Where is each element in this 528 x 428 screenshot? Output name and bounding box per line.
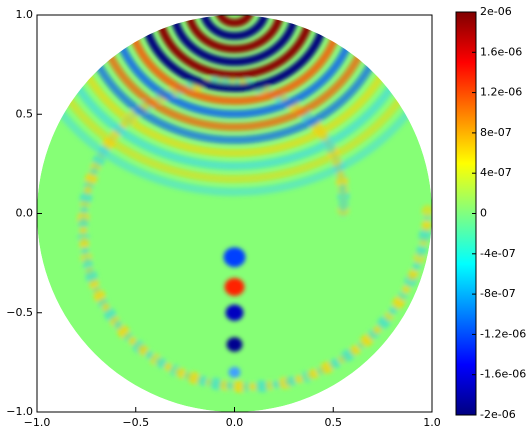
field-speckle [411, 263, 420, 272]
y-tick-label: 0.5 [16, 107, 34, 120]
field-blob [223, 247, 246, 268]
field-speckle [421, 221, 432, 232]
field-speckle [319, 362, 332, 375]
field-speckle [284, 376, 295, 387]
field-speckle [78, 216, 89, 227]
field-arc [37, 15, 432, 197]
field-arc [79, 15, 390, 145]
field-speckle [93, 153, 106, 166]
field-speckle [294, 375, 303, 384]
field-speckle [90, 166, 99, 175]
field-speckle [85, 269, 98, 282]
field-speckle [418, 230, 431, 243]
colorbar-tick-label: 1.6e-06 [480, 45, 522, 58]
field-speckle [415, 247, 426, 258]
field-speckle [421, 205, 432, 218]
field-speckle [340, 350, 353, 363]
field-speckle [247, 382, 256, 391]
field-speckle [337, 191, 350, 204]
field-speckle [359, 335, 372, 348]
field-speckle [103, 307, 116, 320]
field-speckle [306, 369, 317, 380]
colorbar-tick-label: 4e-07 [480, 166, 512, 179]
field-speckle [372, 326, 381, 335]
field-blob [225, 304, 244, 321]
field-arc [154, 15, 315, 80]
y-tick-label: −0.5 [6, 306, 33, 319]
field-speckle [80, 205, 89, 214]
x-tick-label: −1.0 [24, 416, 51, 428]
field-arc [169, 15, 300, 67]
field-arc [214, 15, 255, 28]
x-tick-label: 0.0 [226, 416, 244, 428]
field-arc [139, 15, 330, 93]
field-speckle [391, 297, 404, 310]
field-speckle [401, 286, 410, 295]
field-speckle [388, 307, 397, 316]
field-speckle [128, 336, 137, 345]
field-speckle [338, 184, 347, 193]
field-arc [64, 15, 405, 158]
colorbar-tick-label: -1.2e-06 [480, 327, 526, 340]
colorbar-tick-label: 0 [480, 207, 487, 220]
y-tick-label: 1.0 [16, 8, 34, 21]
field-structure [37, 15, 432, 393]
field-speckle [137, 344, 148, 355]
field-speckle [163, 362, 172, 371]
x-tick-label: −0.5 [122, 416, 149, 428]
colorbar-tick-label: 1.2e-06 [480, 86, 522, 99]
field-speckle [208, 377, 221, 390]
field-speckle [407, 271, 418, 282]
field-arc [199, 15, 270, 41]
colorbar-tick-label: -2e-06 [480, 408, 516, 421]
field-speckle [81, 246, 90, 255]
y-tick-label: 0.0 [16, 207, 34, 220]
field-arc [184, 15, 285, 54]
field-speckle [101, 302, 110, 311]
field-arc [109, 15, 360, 119]
field-speckle [174, 367, 185, 378]
field-blob [228, 366, 241, 378]
field-speckle [224, 381, 233, 390]
y-tick-label: −1.0 [6, 405, 33, 418]
field-speckle [376, 317, 389, 330]
field-blob [226, 337, 243, 352]
colorbar-tick-label: -8e-07 [480, 287, 516, 300]
colorbar-tick-label: 2e-06 [480, 5, 512, 18]
field-speckle [271, 380, 280, 389]
colorbar-tick-label: -4e-07 [480, 247, 516, 260]
field-blob [224, 277, 245, 296]
field-speckle [79, 237, 90, 248]
field-arc [124, 15, 345, 106]
field-speckle [84, 185, 93, 194]
field-arc [37, 15, 432, 184]
field-speckle [254, 380, 267, 393]
field-speckle [186, 371, 199, 384]
field-speckle [79, 225, 88, 234]
x-tick-label: 0.5 [325, 416, 343, 428]
field-speckle [144, 350, 153, 359]
field-speckle [85, 171, 98, 184]
field-speckle [116, 324, 129, 337]
colorbar-tick-label: 8e-07 [480, 126, 512, 139]
colorbar-tick-label: -1.6e-06 [480, 368, 526, 381]
field-speckle [80, 190, 93, 203]
field-speckle [82, 257, 93, 268]
x-tick-label: 1.0 [423, 416, 441, 428]
field-pattern [37, 15, 432, 412]
field-arc [94, 15, 375, 132]
field-speckle [113, 320, 122, 329]
field-speckle [338, 201, 349, 212]
field-speckle [231, 380, 244, 393]
field-speckle [155, 356, 166, 367]
field-arc [49, 15, 420, 171]
field-speckle [93, 288, 106, 301]
